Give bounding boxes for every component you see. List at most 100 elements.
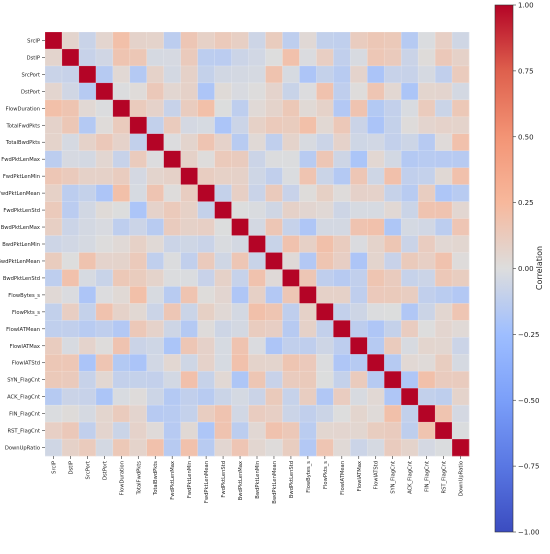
heatmap-cell xyxy=(163,32,181,50)
heatmap-cell xyxy=(418,99,436,118)
heatmap-cell xyxy=(231,235,249,253)
heatmap-cell xyxy=(112,150,131,168)
heatmap-cell xyxy=(299,150,317,168)
heatmap-cell xyxy=(248,133,266,152)
heatmap-cell xyxy=(299,99,317,118)
heatmap-cell xyxy=(163,303,181,321)
heatmap-cell xyxy=(95,286,114,304)
x-tick-label: TotalFwdPkts xyxy=(136,461,142,496)
heatmap-cell xyxy=(78,32,97,50)
y-tick-label: ACK_FlagCnt xyxy=(7,395,40,401)
x-tick-label: SYN_FlagCnt xyxy=(391,461,397,494)
heatmap-cell xyxy=(197,439,215,457)
heatmap-cell xyxy=(248,48,266,67)
heatmap-cell xyxy=(333,354,351,372)
heatmap-cell xyxy=(231,320,249,338)
heatmap-cell xyxy=(248,184,266,202)
heatmap-cell xyxy=(350,150,368,168)
heatmap-cell xyxy=(112,354,131,372)
heatmap-cell xyxy=(112,82,131,101)
heatmap-cell xyxy=(95,201,114,219)
y-tick-label: SrcIP xyxy=(27,38,40,44)
heatmap-cell xyxy=(180,388,198,406)
heatmap-cell xyxy=(95,337,114,355)
heatmap-cell xyxy=(435,371,453,389)
heatmap-cell xyxy=(112,48,131,67)
heatmap-cell xyxy=(163,235,181,253)
heatmap-cell xyxy=(401,269,419,287)
heatmap-cell xyxy=(367,235,385,253)
y-tick-label: SYN_FlagCnt xyxy=(7,378,40,384)
heatmap-cell xyxy=(248,99,266,118)
x-tick-label: RST_FlagCnt xyxy=(442,461,448,494)
heatmap-cell xyxy=(146,320,165,338)
heatmap-cell xyxy=(333,201,351,219)
heatmap-cell xyxy=(197,354,215,372)
heatmap-cell xyxy=(248,388,266,406)
colorbar-tick-label: 0.75 xyxy=(518,67,534,75)
heatmap-cell xyxy=(95,354,114,372)
colorbar-tick-label: −0.75 xyxy=(518,463,539,471)
heatmap-cell xyxy=(214,184,232,202)
heatmap-cell xyxy=(316,116,334,135)
heatmap-cell xyxy=(316,269,334,287)
heatmap-cell xyxy=(316,320,334,338)
heatmap-cell xyxy=(95,269,114,287)
heatmap-cell xyxy=(384,32,402,50)
heatmap-cell xyxy=(367,65,385,84)
heatmap-cell xyxy=(282,116,300,135)
heatmap-cell xyxy=(78,167,97,185)
heatmap-cell xyxy=(214,371,232,389)
heatmap-cell xyxy=(129,388,148,406)
heatmap-cell xyxy=(45,133,63,152)
heatmap-cell xyxy=(78,303,97,321)
x-tick-label: FlowBytes_s xyxy=(306,461,312,493)
heatmap-cell xyxy=(214,320,232,338)
heatmap-cell xyxy=(452,201,470,219)
heatmap-cell xyxy=(435,303,453,321)
heatmap-cell xyxy=(435,82,453,101)
heatmap-cell xyxy=(214,269,232,287)
heatmap-cell xyxy=(129,439,148,457)
heatmap-cell xyxy=(367,150,385,168)
heatmap-cell xyxy=(333,235,351,253)
heatmap-cell xyxy=(146,303,165,321)
heatmap-cell xyxy=(78,150,97,168)
heatmap-cell xyxy=(333,150,351,168)
heatmap-cell xyxy=(299,48,317,67)
heatmap-cell xyxy=(418,235,436,253)
heatmap-cell xyxy=(333,269,351,287)
heatmap-cell xyxy=(248,65,266,84)
heatmap-cell xyxy=(282,252,300,270)
heatmap-cell xyxy=(163,439,181,457)
heatmap-cell xyxy=(45,371,63,389)
heatmap-cell xyxy=(163,286,181,304)
heatmap-cell xyxy=(282,167,300,185)
heatmap-cell xyxy=(61,48,80,67)
heatmap-cell xyxy=(61,269,80,287)
heatmap-cell xyxy=(146,371,165,389)
heatmap-cell xyxy=(299,337,317,355)
heatmap-cell xyxy=(265,99,283,118)
heatmap-cell xyxy=(61,405,80,423)
heatmap-cell xyxy=(333,133,351,152)
heatmap-cell xyxy=(418,65,436,84)
heatmap-cell xyxy=(112,303,131,321)
heatmap-cell xyxy=(95,133,114,152)
heatmap-cell xyxy=(163,150,181,168)
heatmap-cell xyxy=(350,286,368,304)
x-tick-label: SrcIP xyxy=(51,461,57,474)
heatmap-cell xyxy=(418,82,436,101)
heatmap-cell xyxy=(418,422,436,440)
x-tick-label: FlowDuration xyxy=(119,461,125,495)
heatmap-cell xyxy=(95,235,114,253)
heatmap-cell xyxy=(401,354,419,372)
heatmap-cell xyxy=(248,218,266,236)
heatmap-cell xyxy=(197,99,215,118)
heatmap-cell xyxy=(316,422,334,440)
heatmap-cell xyxy=(435,320,453,338)
heatmap-cell xyxy=(350,201,368,219)
heatmap-cell xyxy=(384,252,402,270)
heatmap-cell xyxy=(452,405,470,423)
